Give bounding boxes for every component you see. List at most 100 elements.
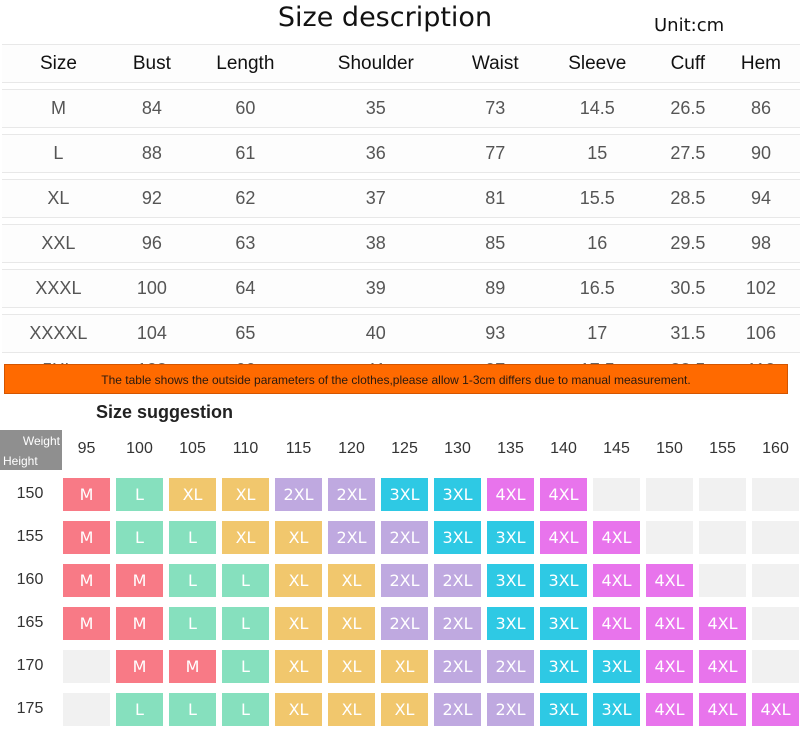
size-suggestion-cell: M	[63, 607, 110, 640]
table-header-row: Size Bust Length Shoulder Waist Sleeve C…	[2, 44, 800, 83]
size-suggestion-cell: L	[116, 478, 163, 511]
table-row: XL 92 62 37 81 15.5 28.5 94	[2, 179, 800, 218]
table-cell: 28.5	[653, 179, 722, 218]
table-row: XXXL 100 64 39 89 16.5 30.5 102	[2, 269, 800, 308]
table-cell: 102	[721, 269, 800, 308]
table-cell: 93	[449, 314, 541, 353]
table-cell: 94	[721, 179, 800, 218]
table-cell: 60	[188, 89, 302, 128]
size-suggestion-cell: L	[116, 521, 163, 554]
size-suggestion-cell: M	[63, 478, 110, 511]
size-suggestion-cell: 4XL	[646, 693, 693, 726]
header-hem: Hem	[721, 44, 800, 83]
table-cell: 16	[540, 224, 654, 263]
size-suggestion-cell: M	[63, 564, 110, 597]
table-cell: 96	[114, 224, 189, 263]
height-header: 170	[16, 657, 44, 674]
size-suggestion-cell: 3XL	[593, 650, 640, 683]
size-suggestion-cell: 2XL	[275, 478, 322, 511]
size-suggestion-cell: 3XL	[487, 607, 534, 640]
size-suggestion-cell: 3XL	[593, 693, 640, 726]
size-suggestion-cell: XL	[381, 693, 428, 726]
unit-label: Unit:cm	[654, 15, 725, 36]
table-row: L 88 61 36 77 15 27.5 90	[2, 134, 800, 173]
size-suggestion-cell: 2XL	[381, 607, 428, 640]
size-suggestion-cell: 2XL	[434, 693, 481, 726]
table-cell: 37	[301, 179, 450, 218]
size-suggestion-cell: 2XL	[487, 650, 534, 683]
size-suggestion-cell: 4XL	[540, 478, 587, 511]
size-suggestion-cell: 4XL	[593, 521, 640, 554]
table-cell: 63	[188, 224, 302, 263]
header-size: Size	[2, 44, 115, 83]
header-shoulder: Shoulder	[301, 44, 450, 83]
header-sleeve: Sleeve	[540, 44, 654, 83]
size-suggestion-cell: XL	[381, 650, 428, 683]
table-cell: 73	[449, 89, 541, 128]
height-header: 175	[16, 700, 44, 717]
table-cell: 92	[114, 179, 189, 218]
size-suggestion-cell: L	[222, 564, 269, 597]
weight-header: 115	[285, 440, 312, 457]
table-cell: 89	[449, 269, 541, 308]
table-cell: 26.5	[653, 89, 722, 128]
table-cell: 29.5	[653, 224, 722, 263]
table-cell: 64	[188, 269, 302, 308]
size-suggestion-cell: L	[222, 607, 269, 640]
table-cell: 62	[188, 179, 302, 218]
table-cell: 85	[449, 224, 541, 263]
weight-header: 105	[179, 440, 206, 457]
size-suggestion-cell: 2XL	[381, 521, 428, 554]
empty-suggestion-cell	[752, 607, 799, 640]
table-cell: 16.5	[540, 269, 654, 308]
weight-header: 145	[603, 440, 630, 457]
size-suggestion-cell: M	[63, 521, 110, 554]
table-cell: 88	[114, 134, 189, 173]
size-suggestion-cell: XL	[328, 650, 375, 683]
table-cell: 14.5	[540, 89, 654, 128]
height-header: 160	[16, 571, 44, 588]
header-waist: Waist	[449, 44, 541, 83]
page-title: Size description	[277, 2, 493, 33]
table-cell: XXXXL	[2, 314, 115, 353]
empty-suggestion-cell	[752, 521, 799, 554]
table-cell: 100	[114, 269, 189, 308]
size-suggestion-cell: XL	[275, 607, 322, 640]
size-suggestion-cell: XL	[328, 693, 375, 726]
header-length: Length	[188, 44, 302, 83]
size-suggestion-cell: 3XL	[540, 564, 587, 597]
weight-header: 100	[126, 440, 153, 457]
size-suggestion-cell: XL	[275, 521, 322, 554]
size-suggestion-cell: 4XL	[593, 564, 640, 597]
size-suggestion-cell: 4XL	[487, 478, 534, 511]
size-suggestion-cell: 4XL	[593, 607, 640, 640]
weight-height-corner: Weight Height	[0, 430, 62, 470]
table-cell: 15	[540, 134, 654, 173]
header-cuff: Cuff	[653, 44, 722, 83]
empty-suggestion-cell	[752, 650, 799, 683]
size-suggestion-cell: 4XL	[699, 607, 746, 640]
size-suggestion-cell: XL	[328, 564, 375, 597]
size-suggestion-cell: 4XL	[540, 521, 587, 554]
size-suggestion-cell: 3XL	[381, 478, 428, 511]
size-suggestion-cell: 3XL	[487, 564, 534, 597]
size-suggestion-cell: 3XL	[434, 521, 481, 554]
empty-suggestion-cell	[593, 478, 640, 511]
size-suggestion-cell: XL	[169, 478, 216, 511]
size-suggestion-cell: M	[169, 650, 216, 683]
empty-suggestion-cell	[699, 564, 746, 597]
header-bust: Bust	[114, 44, 189, 83]
size-suggestion-cell: XL	[275, 564, 322, 597]
table-cell: 65	[188, 314, 302, 353]
table-cell: 81	[449, 179, 541, 218]
table-row: XXL 96 63 38 85 16 29.5 98	[2, 224, 800, 263]
corner-weight-label: Weight	[22, 434, 60, 448]
size-suggestion-cell: 3XL	[487, 521, 534, 554]
empty-suggestion-cell	[752, 564, 799, 597]
empty-suggestion-cell	[63, 693, 110, 726]
table-cell: 36	[301, 134, 450, 173]
measurement-notice: The table shows the outside parameters o…	[4, 364, 788, 394]
table-cell: 61	[188, 134, 302, 173]
size-suggestion-cell: L	[169, 521, 216, 554]
table-row: XXXXL 104 65 40 93 17 31.5 106	[2, 314, 800, 353]
